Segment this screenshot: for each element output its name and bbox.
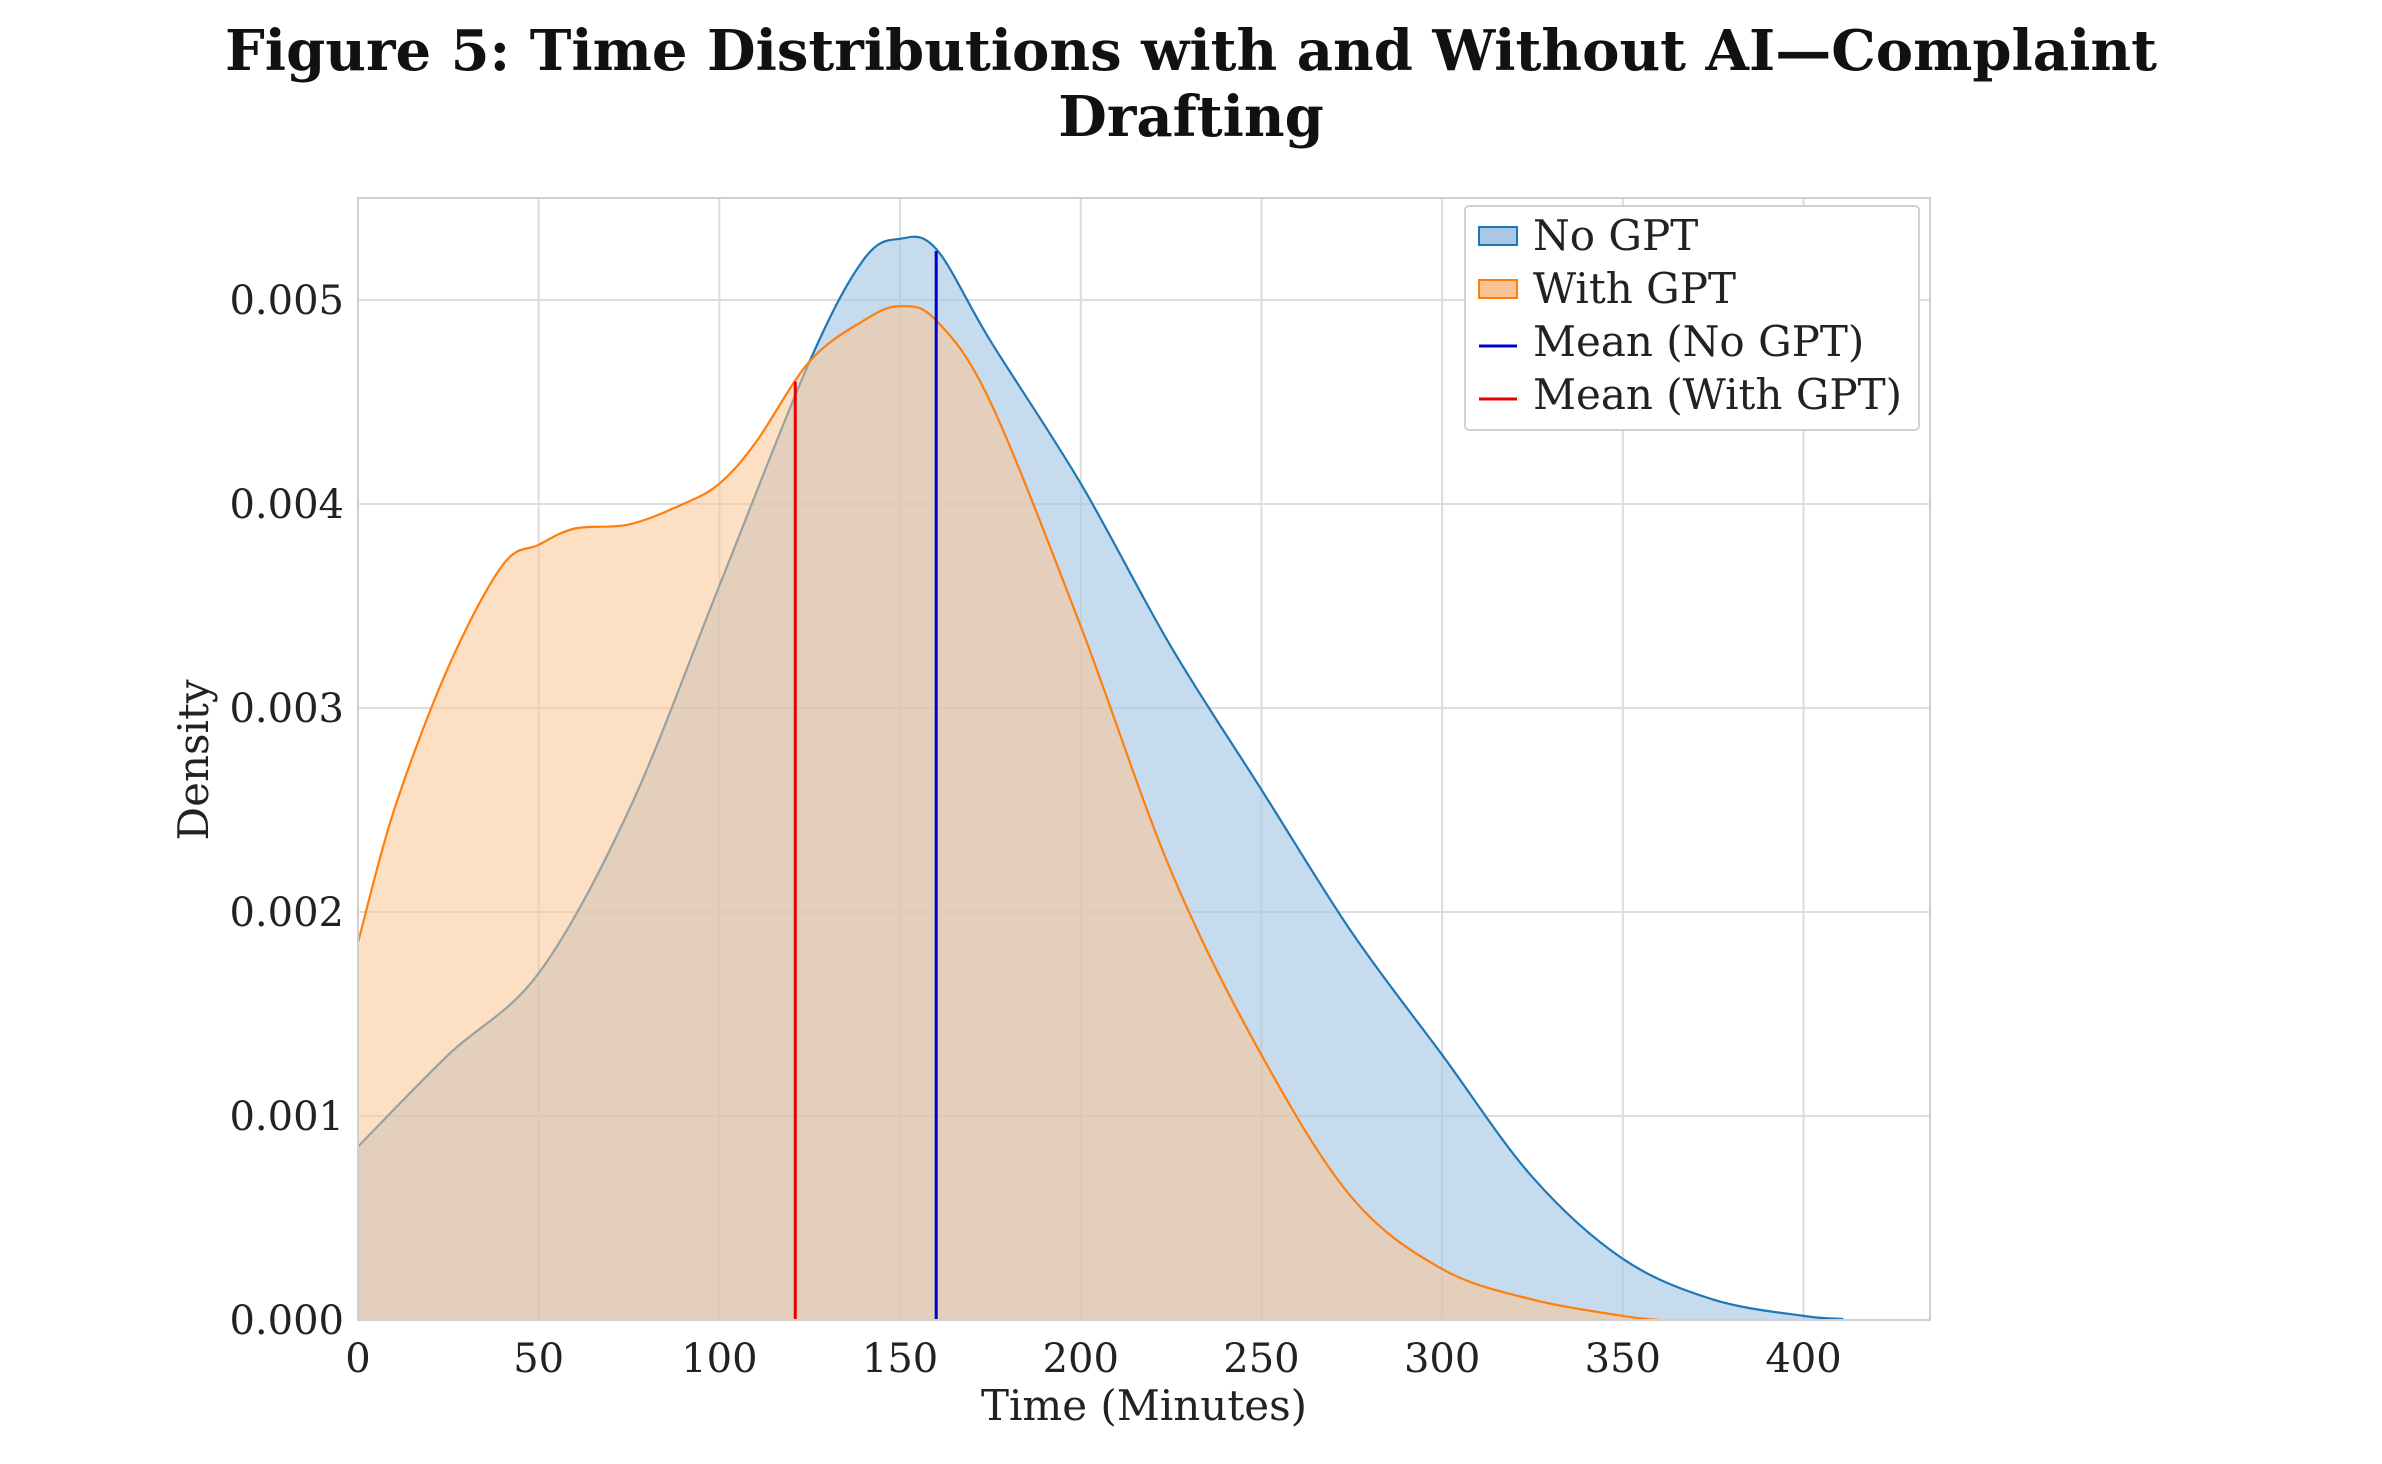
legend-swatch-0: [1478, 226, 1518, 246]
y-tick-label-3: 0.003: [229, 686, 344, 732]
y-tick-label-0: 0.000: [229, 1298, 344, 1344]
legend-swatch-1: [1478, 279, 1518, 299]
y-tick-label-4: 0.004: [229, 482, 344, 528]
x-tick-label-3: 150: [862, 1336, 938, 1382]
x-tick-label-0: 0: [345, 1336, 370, 1382]
legend-label-2: Mean (No GPT): [1533, 317, 1864, 366]
mean-lines: [793, 251, 938, 1320]
y-tick-labels: 0.000 0.001 0.002 0.003 0.004 0.005: [229, 278, 344, 1344]
density-line-1: [356, 304, 1660, 1322]
y-tick-label-2: 0.002: [229, 890, 344, 936]
legend-box: [1464, 205, 1920, 431]
figure-title: Figure 5: Time Distributions with and Wi…: [0, 18, 2382, 150]
x-tick-label-7: 350: [1585, 1336, 1661, 1382]
density-fill-1: [358, 306, 1659, 1320]
x-tick-label-4: 200: [1043, 1336, 1119, 1382]
x-tick-labels: 0 50 100 150 200 250 300 350 400: [345, 1336, 1841, 1382]
legend-label-0: No GPT: [1533, 211, 1698, 260]
figure-title-line2: Drafting: [1058, 84, 1324, 150]
x-tick-label-6: 300: [1404, 1336, 1480, 1382]
y-tick-label-5: 0.005: [229, 278, 344, 324]
x-tick-label-2: 100: [681, 1336, 757, 1382]
plot-frame: [357, 197, 1931, 1321]
density-areas: [356, 235, 1844, 1322]
x-tick-label-5: 250: [1223, 1336, 1299, 1382]
y-tick-label-1: 0.001: [229, 1094, 344, 1140]
x-tick-label-8: 400: [1765, 1336, 1841, 1382]
x-tick-label-1: 50: [513, 1336, 564, 1382]
x-axis-label: Time (Minutes): [981, 1381, 1307, 1430]
y-axis-label: Density: [169, 679, 218, 840]
figure-title-line1: Figure 5: Time Distributions with and Wi…: [225, 18, 2157, 84]
legend-label-3: Mean (With GPT): [1533, 370, 1902, 419]
legend-label-1: With GPT: [1533, 264, 1736, 313]
